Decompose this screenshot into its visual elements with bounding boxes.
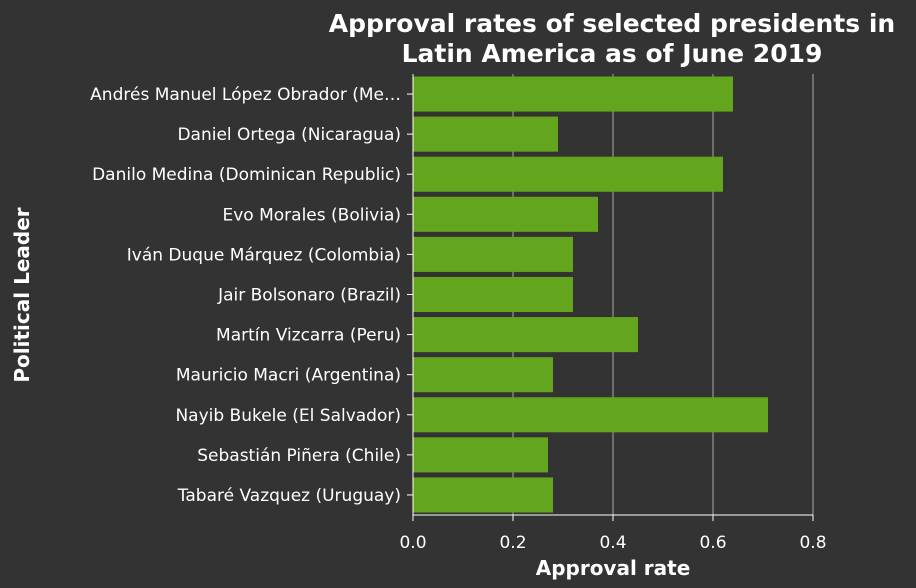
y-tick-label: Iván Duque Márquez (Colombia) (127, 245, 401, 265)
bar (413, 276, 573, 313)
y-tick-label: Danilo Medina (Dominican Republic) (92, 165, 401, 185)
y-tick-label: Mauricio Macri (Argentina) (176, 366, 401, 386)
y-tick-label: Daniel Ortega (Nicaragua) (177, 125, 401, 145)
x-axis-label: Approval rate (536, 556, 691, 580)
bar (413, 156, 723, 192)
y-tick-label: Sebastián Piñera (Chile) (197, 446, 401, 466)
bar (413, 437, 548, 473)
y-tick-label: Tabaré Vazquez (Uruguay) (177, 486, 401, 506)
x-tick-label: 0.2 (499, 533, 526, 553)
bar (413, 317, 638, 353)
x-tick-label: 0.6 (699, 533, 726, 553)
axes: Andrés Manuel López Obrador (Me… Daniel O… (90, 74, 827, 553)
x-tick-label: 0.8 (799, 533, 826, 553)
chart-title-line-1: Approval rates of selected presidents in (329, 9, 895, 38)
bar (413, 196, 598, 232)
chart-title-line-2: Latin America as of June 2019 (402, 39, 823, 68)
bars (413, 76, 768, 513)
bar (413, 236, 573, 272)
bar (413, 477, 553, 513)
y-tick-label: Martín Vizcarra (Peru) (216, 326, 401, 346)
bar (413, 357, 553, 393)
x-tick-label: 0.0 (399, 533, 426, 553)
y-tick-label: Jair Bolsonaro (Brazil) (217, 286, 401, 306)
bar (413, 116, 558, 152)
bar (413, 76, 733, 112)
y-tick-label: Nayib Bukele (El Salvador) (175, 406, 401, 426)
y-axis-label: Political Leader (10, 207, 34, 382)
bar (413, 397, 768, 433)
y-tick-label: Evo Morales (Bolivia) (223, 205, 402, 225)
y-tick-label: Andrés Manuel López Obrador (Me… (90, 85, 401, 105)
x-tick-label: 0.4 (599, 533, 626, 553)
